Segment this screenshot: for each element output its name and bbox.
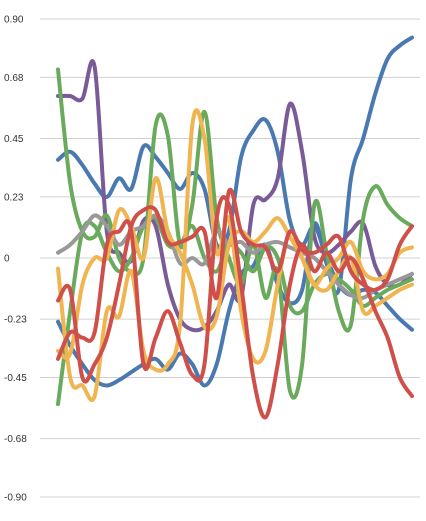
y-tick-label: -0.68 bbox=[4, 434, 27, 445]
y-tick-label: 0.23 bbox=[4, 192, 24, 203]
y-tick-label: 0.90 bbox=[4, 15, 24, 26]
series-line-9 bbox=[56, 187, 414, 384]
series-line-3 bbox=[56, 59, 414, 333]
y-tick-label: 0.68 bbox=[4, 73, 24, 84]
y-tick-label: 0 bbox=[4, 254, 10, 265]
y-tick-label: -0.45 bbox=[4, 373, 27, 384]
y-tick-label: 0.45 bbox=[4, 134, 24, 145]
series-line-10 bbox=[56, 195, 414, 420]
series-lines bbox=[56, 35, 414, 420]
y-tick-label: -0.90 bbox=[4, 493, 27, 504]
y-axis-tick-labels: 0.90 0.68 0.45 0.23 0 -0.23 -0.45 -0.68 -0.90 bbox=[4, 15, 27, 504]
y-tick-label: -0.23 bbox=[4, 315, 27, 326]
series-line-4 bbox=[56, 67, 414, 400]
